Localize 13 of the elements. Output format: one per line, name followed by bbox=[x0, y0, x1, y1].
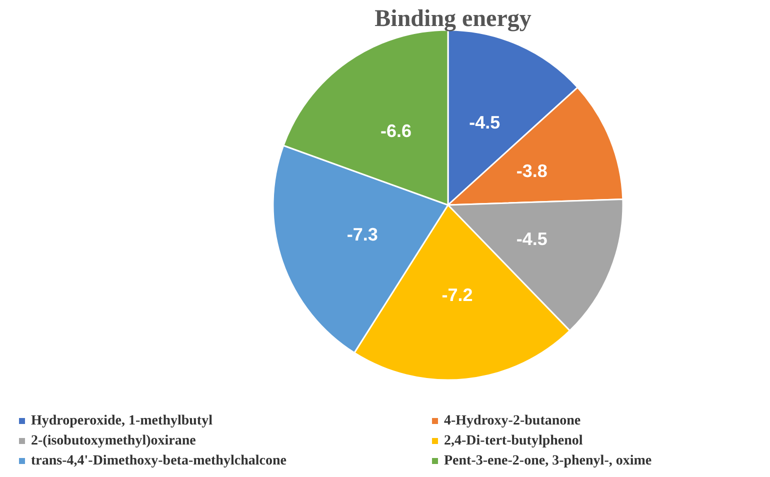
text: -3.8 bbox=[516, 161, 548, 182]
legend-label: 2,4-Di-tert-butylphenol bbox=[444, 434, 583, 448]
legend-label: trans-4,4'-Dimethoxy-beta-methylchalcone bbox=[31, 454, 286, 468]
legend-label: 2-(isobutoxymethyl)oxirane bbox=[31, 434, 196, 448]
text: -4.5 bbox=[469, 112, 500, 132]
legend-label: 4-Hydroxy-2-butanone bbox=[444, 414, 581, 428]
legend-label: Pent-3-ene-2-one, 3-phenyl-, oxime bbox=[444, 454, 652, 468]
text: -7.3 bbox=[346, 224, 378, 244]
chart-title: Binding energy bbox=[374, 6, 532, 32]
text: -4.5 bbox=[516, 228, 548, 249]
legend-label: Hydroperoxide, 1-methylbutyl bbox=[31, 414, 213, 428]
text: -7.2 bbox=[442, 285, 473, 306]
text: -6.6 bbox=[380, 120, 412, 141]
